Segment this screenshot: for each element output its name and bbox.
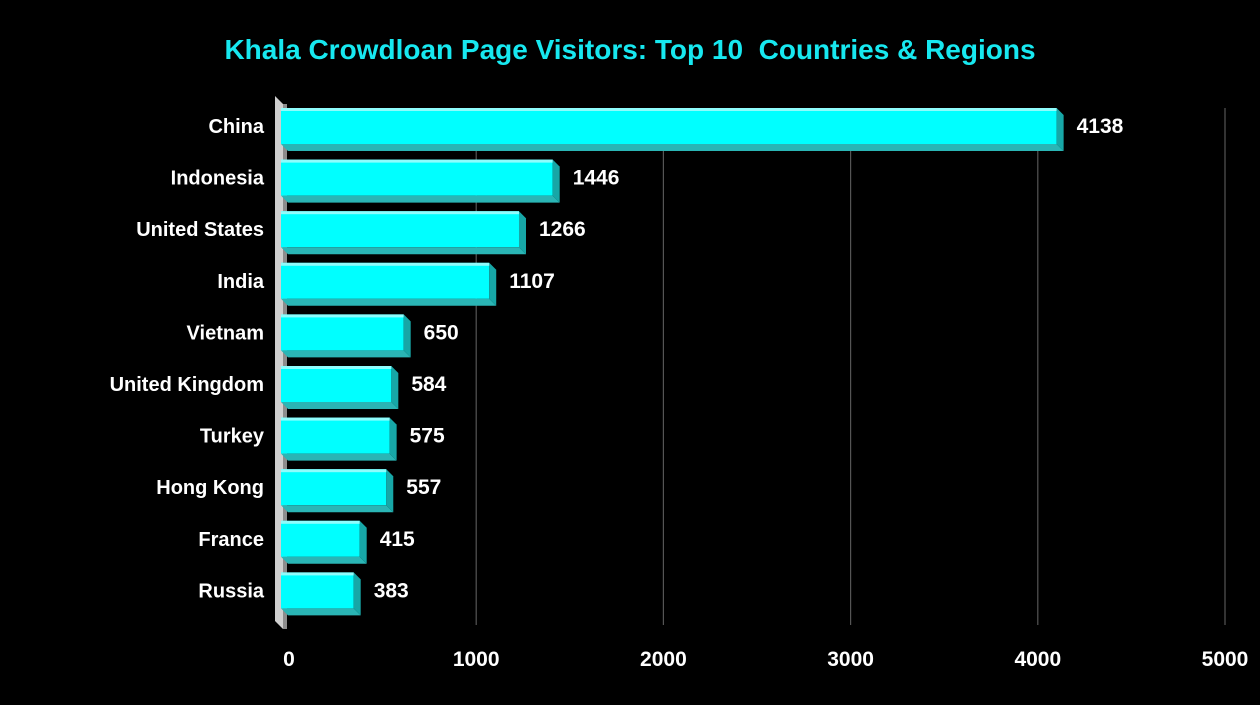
bar-front (281, 108, 1057, 144)
bar-front (281, 572, 354, 609)
bar-side (489, 262, 497, 306)
x-tick-label: 2000 (640, 648, 687, 671)
x-tick-label: 0 (283, 648, 295, 671)
bar-front (281, 417, 390, 454)
bar-bottom (281, 350, 411, 358)
x-tick-label: 3000 (827, 648, 874, 671)
bar-bottom (281, 556, 367, 564)
bar-side (386, 469, 394, 513)
category-label: Indonesia (171, 168, 265, 190)
category-label: Turkey (200, 426, 265, 448)
bar (281, 108, 1064, 151)
bar-bottom (281, 608, 361, 616)
bar (281, 211, 526, 255)
bar-top (281, 469, 387, 473)
x-tick-label: 4000 (1014, 648, 1061, 671)
bar-bottom (281, 298, 497, 306)
value-label: 1266 (539, 218, 586, 241)
bar-bottom (281, 144, 1064, 151)
value-label: 415 (380, 528, 415, 551)
gridlines (475, 108, 1226, 625)
bar (281, 520, 367, 564)
bar-top (281, 366, 392, 369)
bar (281, 469, 394, 513)
bar-top (281, 211, 519, 215)
bar-side (389, 417, 397, 461)
bar-top (281, 108, 1057, 111)
category-label: China (208, 116, 264, 138)
bar-top (281, 262, 490, 266)
bar-top (281, 572, 354, 576)
bar-bottom (281, 247, 526, 255)
category-label: Vietnam (187, 322, 264, 344)
bar-front (281, 211, 519, 248)
bar-side (1056, 108, 1064, 151)
bar (281, 159, 560, 203)
x-tick-label: 5000 (1202, 648, 1249, 671)
bar (281, 314, 411, 358)
value-label: 650 (424, 321, 459, 344)
bar-bottom (281, 195, 560, 203)
bar-side (518, 211, 526, 255)
bar-side (403, 314, 411, 358)
category-label: Russia (198, 580, 264, 602)
chart-title: Khala Crowdloan Page Visitors: Top 10 Co… (224, 34, 1036, 65)
category-label: France (198, 529, 264, 551)
value-label: 575 (410, 425, 445, 448)
bar-side (353, 572, 361, 616)
category-label: Hong Kong (156, 477, 264, 499)
bar-top (281, 159, 553, 163)
bar-side (391, 366, 399, 409)
bar-front (281, 469, 387, 506)
x-tick-label: 1000 (453, 648, 500, 671)
value-labels: 4138 1446 1266 1107 650 584 575 557 415 383 (374, 115, 1124, 602)
bar-bottom (281, 402, 399, 409)
bar-front (281, 366, 392, 402)
bar-bottom (281, 453, 397, 461)
value-label: 1107 (509, 270, 555, 293)
value-label: 557 (406, 476, 441, 499)
value-label: 383 (374, 579, 409, 602)
bar-front (281, 520, 360, 557)
value-label: 1446 (573, 167, 620, 190)
bar-top (281, 314, 404, 318)
x-axis-ticks: 0 1000 2000 3000 4000 5000 (283, 648, 1248, 671)
category-label: United States (136, 219, 264, 241)
bar (281, 417, 397, 461)
bar (281, 262, 497, 306)
bar-front (281, 262, 490, 299)
bar (281, 366, 399, 409)
bar (281, 572, 361, 616)
category-labels: China Indonesia United States India Vietnam U… (110, 116, 265, 602)
bar-side (552, 159, 560, 203)
value-label: 584 (411, 373, 446, 396)
bar-side (359, 520, 367, 564)
bar-bottom (281, 505, 394, 513)
bar-top (281, 417, 390, 421)
bar-top (281, 520, 360, 524)
bars (281, 108, 1064, 616)
bar-front (281, 159, 553, 196)
category-label: United Kingdom (110, 374, 264, 396)
value-label: 4138 (1077, 115, 1124, 138)
category-label: India (217, 271, 265, 293)
bar-front (281, 314, 404, 351)
